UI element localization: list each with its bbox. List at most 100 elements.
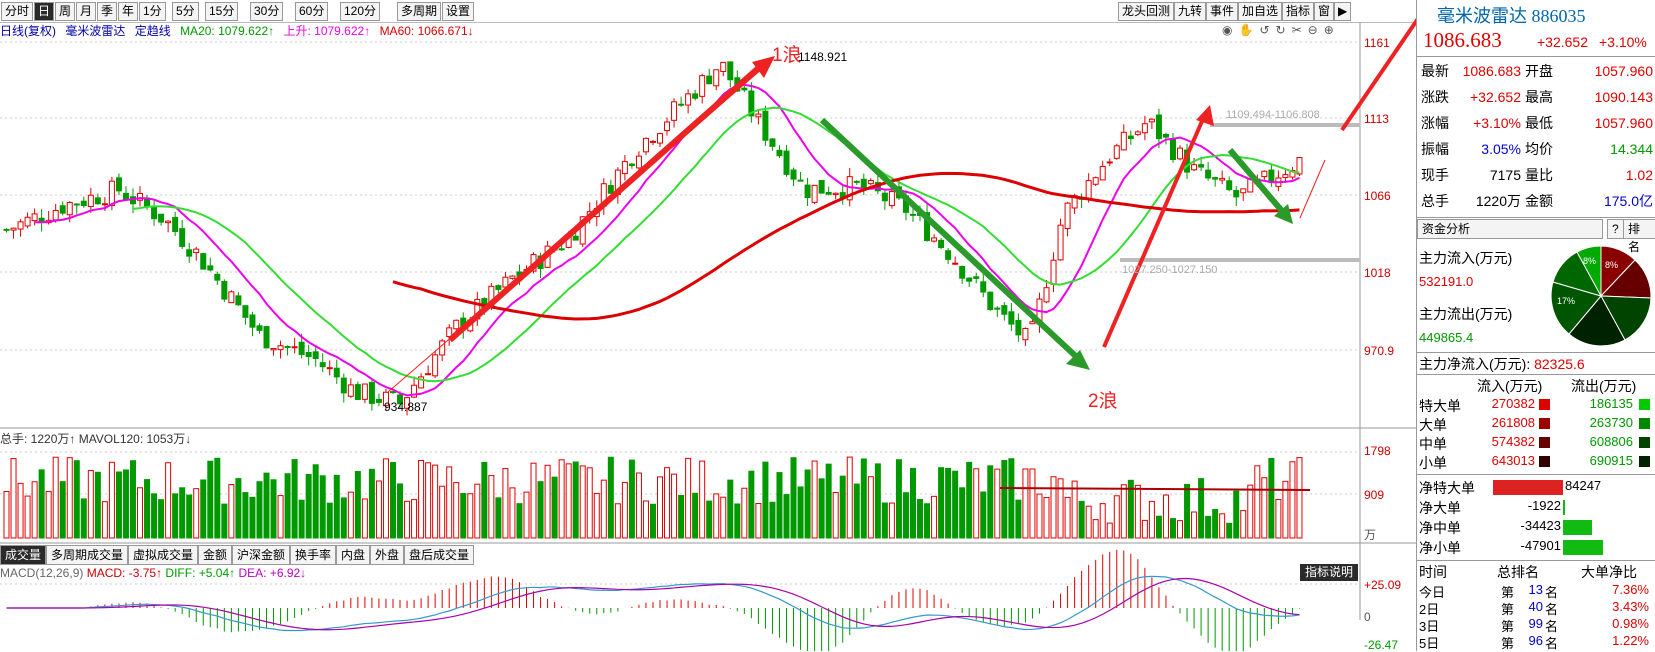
quote-label: 振幅 <box>1421 141 1449 157</box>
period-tab-2[interactable]: 周 <box>55 2 76 21</box>
net-order-label: 净小单 <box>1419 540 1461 556</box>
volume-bar <box>987 465 994 539</box>
period-tab-6[interactable]: 1分 <box>139 2 166 21</box>
zoom-out-icon[interactable]: ⊖ <box>1307 23 1324 37</box>
candle <box>122 186 129 201</box>
volume-bar <box>1113 495 1120 539</box>
toolbar-right-button-3[interactable]: 加自选 <box>1238 2 1283 21</box>
volume-bar <box>1008 458 1015 539</box>
volume-bar <box>860 458 867 539</box>
quote-label: 涨幅 <box>1421 115 1449 131</box>
volume-bar <box>839 475 846 539</box>
high-price-label: 1148.921 <box>798 50 848 64</box>
volume-tab-5[interactable]: 换手率 <box>290 545 337 565</box>
eye-icon[interactable]: ◉ <box>1222 23 1239 37</box>
candle <box>509 275 516 280</box>
scissors-icon[interactable]: ✂ <box>1291 23 1308 37</box>
volume-bar <box>748 470 755 539</box>
volume-tab-0[interactable]: 成交量 <box>0 545 47 565</box>
net-order-value: -47901 <box>1520 538 1561 553</box>
period-tab-0[interactable]: 分时 <box>1 2 34 21</box>
order-outflow: 608806 <box>1589 434 1633 449</box>
order-inflow: 643013 <box>1491 453 1535 468</box>
candle <box>1064 201 1071 237</box>
period-tab-3[interactable]: 月 <box>76 2 97 21</box>
candle <box>193 246 200 261</box>
zoom-in-icon[interactable]: ⊕ <box>1323 23 1340 37</box>
candle <box>10 227 17 239</box>
volume-bar <box>404 500 411 539</box>
volume-bar <box>368 468 375 539</box>
toolbar-right-button-2[interactable]: 事件 <box>1206 2 1239 21</box>
volume-bar <box>846 456 853 539</box>
net-order-label: 净中单 <box>1419 520 1461 536</box>
rank-number: 40 <box>1528 599 1543 614</box>
volume-bar <box>1198 478 1205 539</box>
period-tab-7[interactable]: 5分 <box>172 2 199 21</box>
low-price-label: 934.887 <box>384 400 428 414</box>
candle <box>207 257 214 272</box>
inflow-swatch <box>1539 437 1550 448</box>
volume-tab-2[interactable]: 虚拟成交量 <box>128 545 199 565</box>
candle <box>1134 130 1141 137</box>
volume-tab-3[interactable]: 金额 <box>198 545 233 565</box>
volume-bar <box>340 497 347 539</box>
toolbar-right-button-1[interactable]: 九转 <box>1174 2 1207 21</box>
quote-value: 1090.143 <box>1594 89 1653 105</box>
help-button[interactable]: ? <box>1607 219 1624 239</box>
volume-bar <box>952 470 959 539</box>
volume-bar <box>1282 480 1289 539</box>
volume-bar <box>1029 468 1036 539</box>
volume-bar <box>333 474 340 539</box>
rank-ratio: 3.43% <box>1612 599 1649 614</box>
volume-bar <box>945 467 952 539</box>
tab-fund-analysis[interactable]: 资金分析 <box>1417 219 1603 239</box>
macd-axis-3: -26.47 <box>1364 638 1399 652</box>
indicator-help-button[interactable]: 指标说明 <box>1300 564 1359 581</box>
toolbar-right-button-4[interactable]: 指标 <box>1282 2 1315 21</box>
quote-label: 最新 <box>1421 63 1449 79</box>
period-tab-12[interactable]: 多周期 <box>397 2 442 21</box>
hand-icon[interactable]: ✋ <box>1238 23 1260 37</box>
period-tab-8[interactable]: 15分 <box>205 2 239 21</box>
period-tab-5[interactable]: 年 <box>118 2 139 21</box>
volume-bar <box>593 492 600 539</box>
undo-icon[interactable]: ↺ <box>1259 23 1276 37</box>
candle <box>797 171 804 182</box>
volume-bar <box>1184 483 1191 539</box>
dea-line <box>6 577 1300 631</box>
volume-bar <box>389 461 396 539</box>
redo-icon[interactable]: ↻ <box>1275 23 1292 37</box>
volume-bar <box>137 487 144 539</box>
candle <box>389 390 396 395</box>
period-tab-1[interactable]: 日 <box>34 2 55 21</box>
toolbar-right-button-5[interactable]: 窗 <box>1314 2 1335 21</box>
volume-tab-6[interactable]: 内盘 <box>336 545 371 565</box>
period-tab-4[interactable]: 季 <box>97 2 118 21</box>
rank-button[interactable]: 排名 <box>1623 219 1655 254</box>
quote-label: 涨跌 <box>1421 89 1449 105</box>
period-tab-13[interactable]: 设置 <box>442 2 475 21</box>
kline-chart[interactable] <box>0 0 1416 651</box>
up-value: 上升: 1079.622↑ <box>283 24 371 38</box>
candle <box>87 187 94 213</box>
volume-tab-1[interactable]: 多周期成交量 <box>46 545 129 565</box>
volume-bar <box>207 460 214 539</box>
toolbar-right-button-6[interactable]: ▶ <box>1334 2 1352 21</box>
candle <box>818 180 825 194</box>
candle <box>200 252 207 270</box>
period-tab-9[interactable]: 30分 <box>250 2 284 21</box>
volume-tab-4[interactable]: 沪深金额 <box>232 545 291 565</box>
volume-tab-7[interactable]: 外盘 <box>370 545 405 565</box>
volume-bar <box>108 461 115 539</box>
toolbar-right-button-0[interactable]: 龙头回测 <box>1118 2 1175 21</box>
candle <box>966 277 973 288</box>
volume-bar <box>973 468 980 539</box>
period-tab-11[interactable]: 120分 <box>340 2 381 21</box>
candle <box>811 184 818 205</box>
volume-tab-8[interactable]: 盘后成交量 <box>404 545 475 565</box>
volume-bar <box>172 493 179 539</box>
order-row: 小单 643013 690915 <box>1417 453 1655 471</box>
period-tab-10[interactable]: 60分 <box>295 2 329 21</box>
order-label: 特大单 <box>1419 398 1461 414</box>
